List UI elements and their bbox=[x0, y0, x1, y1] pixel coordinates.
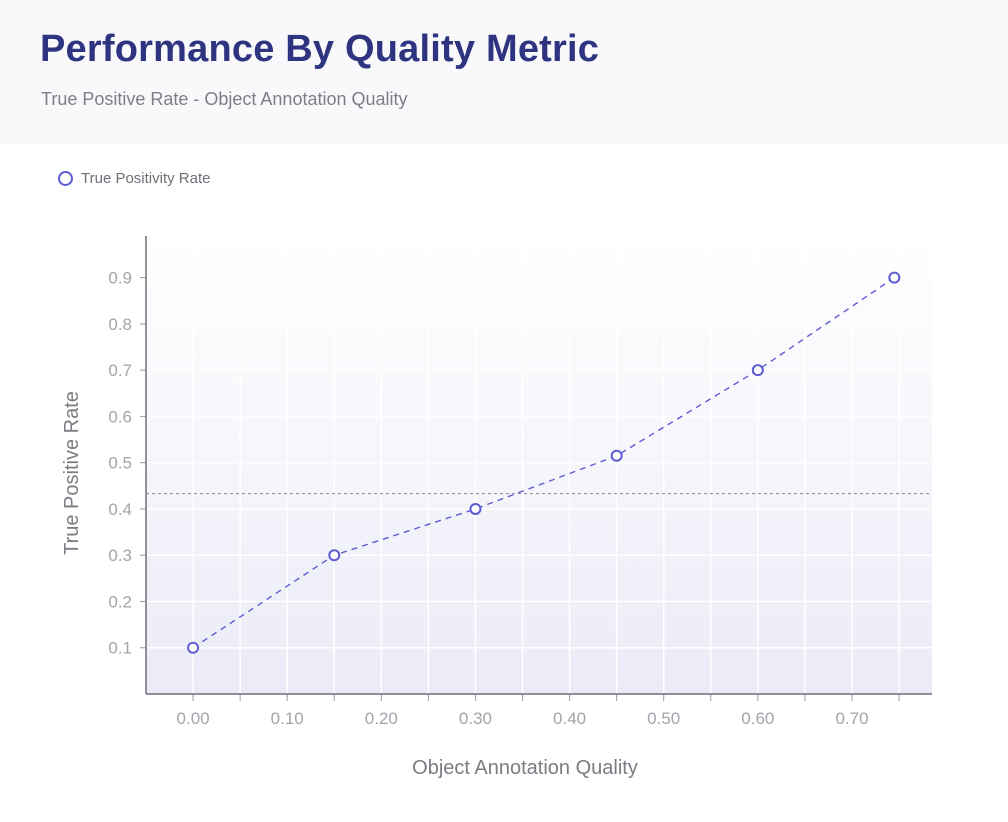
x-tick-label: 0.60 bbox=[741, 709, 774, 728]
legend-circle-icon bbox=[58, 171, 73, 186]
x-tick-label: 0.30 bbox=[459, 709, 492, 728]
y-axis-title: True Positive Rate bbox=[61, 391, 83, 555]
chart-title: Performance By Quality Metric bbox=[40, 28, 600, 70]
x-tick-label: 0.70 bbox=[835, 709, 868, 728]
tick-labels: 0.1 0.2 0.3 0.4 0.5 0.6 0.7 0.8 0.9 0.00 0.10 0.20 0… bbox=[108, 269, 868, 728]
x-tick-label: 0.00 bbox=[177, 709, 210, 728]
chart-subtitle: True Positive Rate - Object Annotation Q… bbox=[41, 89, 408, 109]
x-tick-label: 0.40 bbox=[553, 709, 586, 728]
legend-label: True Positivity Rate bbox=[81, 170, 211, 187]
chart-header: Performance By Quality Metric True Posit… bbox=[0, 0, 1008, 144]
y-tick-label: 0.2 bbox=[108, 592, 132, 611]
x-tick-label: 0.50 bbox=[647, 709, 680, 728]
y-tick-label: 0.4 bbox=[108, 500, 132, 519]
chart-legend[interactable]: True Positivity Rate bbox=[58, 170, 211, 187]
grid-lines bbox=[146, 244, 932, 694]
data-point[interactable] bbox=[751, 364, 764, 377]
data-points bbox=[187, 271, 901, 654]
y-tick-label: 0.7 bbox=[108, 361, 132, 380]
x-tick-label: 0.10 bbox=[271, 709, 304, 728]
y-tick-label: 0.3 bbox=[108, 546, 132, 565]
data-point[interactable] bbox=[469, 502, 482, 515]
data-point[interactable] bbox=[187, 641, 200, 654]
y-tick-label: 0.5 bbox=[108, 454, 132, 473]
axes bbox=[140, 236, 932, 701]
series-line bbox=[192, 277, 895, 649]
y-tick-label: 0.8 bbox=[108, 315, 132, 334]
plot-area bbox=[146, 236, 932, 694]
data-point[interactable] bbox=[610, 449, 623, 462]
data-point[interactable] bbox=[328, 549, 341, 562]
data-point[interactable] bbox=[888, 271, 901, 284]
y-tick-label: 0.1 bbox=[108, 639, 132, 658]
y-tick-label: 0.6 bbox=[108, 407, 132, 426]
x-axis-title: Object Annotation Quality bbox=[412, 757, 638, 779]
x-tick-label: 0.20 bbox=[365, 709, 398, 728]
y-tick-label: 0.9 bbox=[108, 269, 132, 288]
